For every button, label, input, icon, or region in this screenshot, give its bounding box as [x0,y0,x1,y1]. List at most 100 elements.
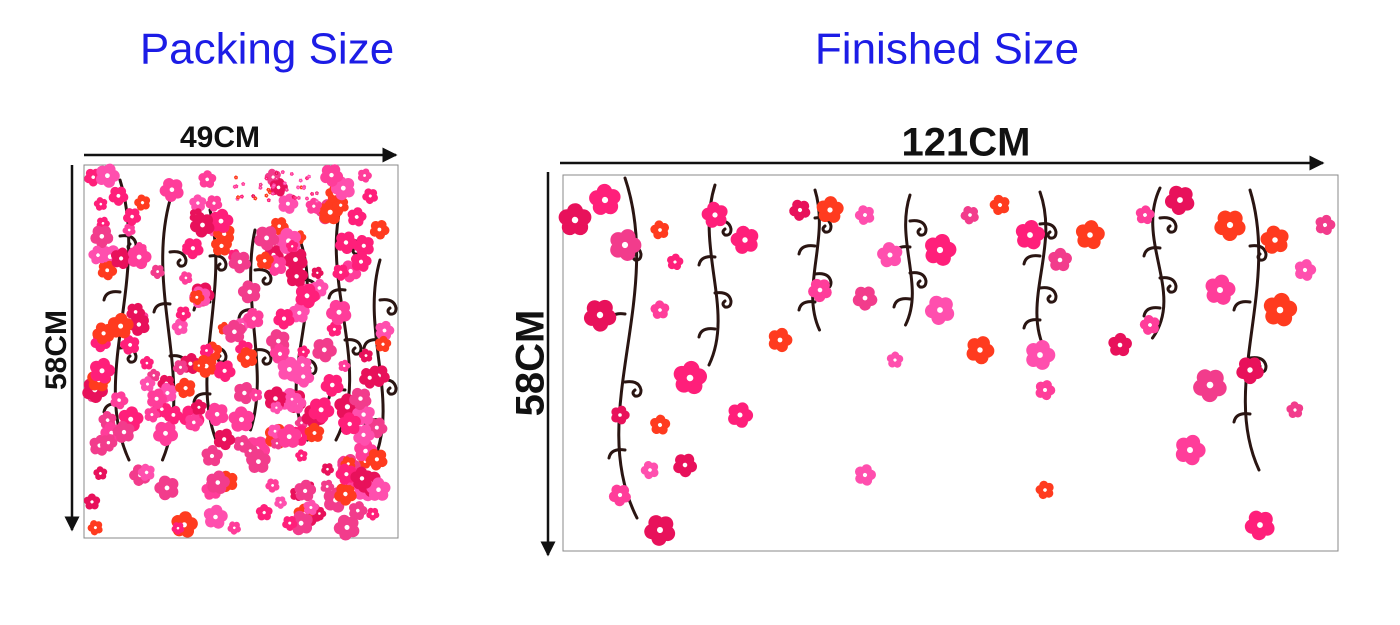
flower [237,280,261,304]
vine [372,258,385,462]
flower [589,183,621,215]
curl [607,448,627,460]
flower [213,428,236,451]
flower [206,470,230,495]
flower [960,206,979,225]
flower [296,195,301,200]
flower [611,405,630,425]
flower [808,278,832,303]
flower [1048,247,1072,272]
flower [203,504,228,529]
curl [797,300,817,312]
curl [168,250,188,268]
flower [154,475,179,501]
flower [608,484,631,507]
packing-height: 58CM [40,310,73,390]
flower [107,312,134,339]
flower [1164,185,1195,215]
flower [311,266,324,280]
curl [1232,412,1252,424]
flower [347,207,367,227]
curl [1232,300,1252,312]
flower [304,422,325,443]
flower [88,245,108,265]
flower [583,299,617,332]
packing-width: 49CM [180,121,260,154]
curl [1038,222,1058,240]
flower [274,171,279,176]
flower [358,348,373,363]
flower [1244,510,1275,541]
flower [255,504,273,521]
flower [349,501,368,521]
flower [139,355,154,370]
flower [137,463,155,481]
flower [172,360,189,376]
flower [1294,259,1317,281]
flower [270,217,289,236]
flower [213,360,236,382]
flower [966,336,995,365]
curl [908,271,928,289]
curl [102,290,122,302]
flower [159,178,184,202]
flower [228,406,255,432]
flower [326,299,352,326]
curl [1022,254,1042,266]
flower [282,516,298,531]
flower [1135,205,1155,225]
flower [650,414,671,435]
flower [362,188,378,205]
flower [258,185,263,190]
flower [877,242,903,268]
flower [87,520,103,536]
flower [701,201,728,228]
flower [199,343,214,358]
flower [1260,225,1289,254]
flower [298,178,303,183]
flower [112,420,135,443]
flower [284,187,289,192]
flower [295,449,308,462]
flower [301,186,306,191]
flower [270,191,275,196]
flower [886,351,904,368]
flower [1315,214,1336,235]
flower [308,397,335,423]
flower [285,264,309,288]
flower [854,464,876,486]
flower [314,199,319,204]
flower [730,225,759,254]
flower [150,264,165,279]
flower [271,183,276,188]
flower [93,466,108,481]
flower [153,421,179,447]
flower [90,225,114,249]
flower [310,191,314,196]
flower [293,195,297,200]
flower [278,193,299,214]
flower [350,466,374,490]
flower [205,402,229,427]
flower [100,434,118,452]
finished-height: 58CM [509,310,553,417]
curl [253,268,273,286]
flower [90,357,116,384]
flower [126,302,146,322]
flower [270,401,283,415]
flower [254,226,280,251]
flower [1139,314,1160,335]
flower [285,239,299,253]
flower [205,195,223,212]
flower [321,463,334,476]
curl [1142,306,1162,318]
flower [236,195,241,200]
vine [1243,188,1261,472]
flower [305,197,323,214]
flower [312,337,337,363]
flower [147,388,168,409]
flower [179,271,193,285]
flower [1026,340,1056,370]
flower [265,478,280,493]
flower [189,289,205,306]
